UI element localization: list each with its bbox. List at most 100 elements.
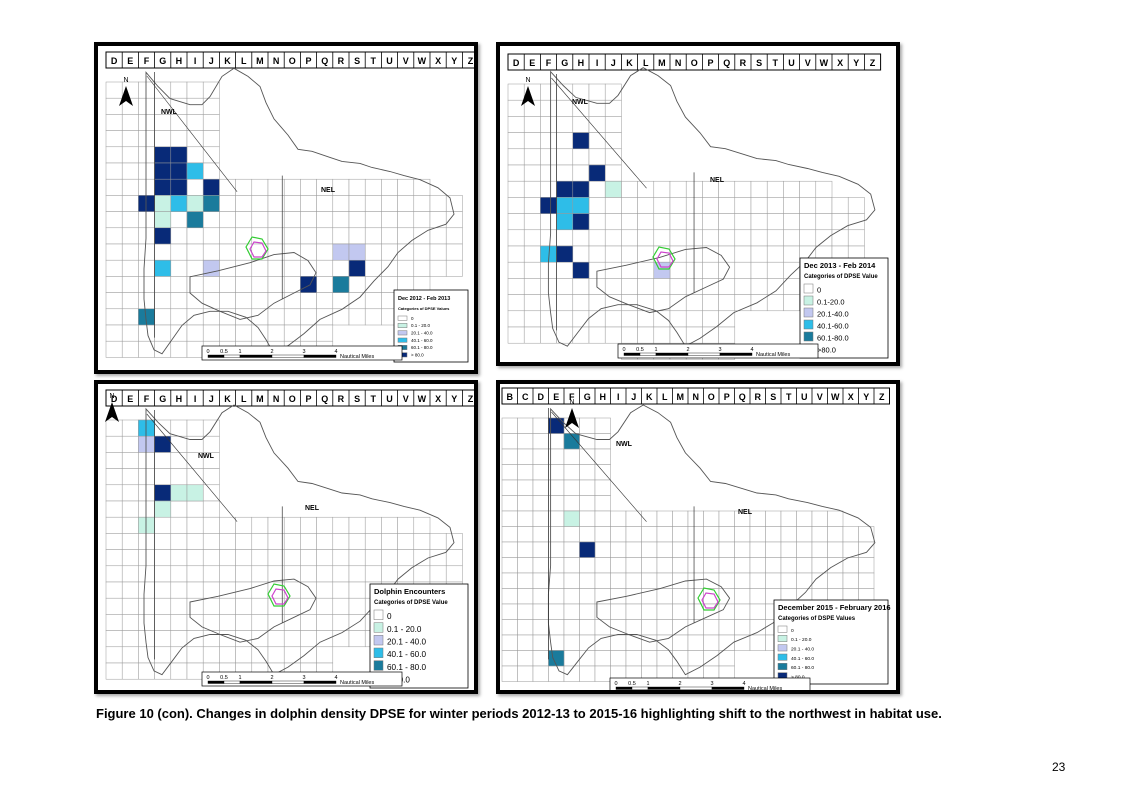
grid-cell [138,452,155,469]
grid-cell [827,572,844,589]
grid-cell [572,148,590,166]
grid-cell [815,197,833,214]
grid-cell [563,495,580,512]
column-letter: H [176,394,183,404]
grid-cell [702,278,719,295]
scale-tick-label: 2 [686,347,689,353]
grid-cell [186,500,204,518]
grid-cell [413,243,431,261]
column-letter: E [127,394,133,404]
grid-cell [300,227,317,245]
density-cell [154,195,172,212]
grid-cell [517,588,534,605]
grid-cell [517,634,534,651]
grid-cell [563,557,580,574]
grid-cell [517,479,534,496]
grid-cell [121,565,139,583]
grid-cell [283,259,301,277]
grid-cell [610,572,627,589]
grid-cell [501,526,518,543]
grid-cell [556,310,574,328]
column-letter: G [561,58,568,68]
grid-cell [548,572,565,589]
grid-cell [154,630,172,648]
grid-cell [548,603,565,620]
grid-cell [588,99,606,117]
grid-cell [267,324,285,342]
grid-cell [672,557,689,574]
grid-cell [381,211,398,229]
grid-cell [381,227,398,245]
grid-cell [556,148,574,166]
grid-cell [734,588,751,605]
grid-cell [734,197,752,214]
grid-cell [625,557,642,574]
grid-cell [316,533,334,550]
grid-cell [610,588,627,605]
grid-cell [517,433,534,450]
grid-cell [734,213,752,231]
grid-cell [532,526,549,543]
grid-cell [154,292,172,310]
grid-cell [501,634,518,651]
grid-cell [138,162,155,180]
column-letter: O [691,58,698,68]
grid-cell [267,308,285,326]
grid-cell [332,308,350,326]
grid-cell [105,227,123,245]
grid-cell [170,646,188,664]
grid-cell [186,292,204,310]
grid-cell [219,646,236,664]
column-letter: Y [451,394,457,404]
grid-cell [799,197,817,214]
grid-cell [219,276,236,293]
density-cell [154,211,172,229]
grid-cell [572,310,590,328]
grid-cell [170,292,188,310]
density-cell [556,213,574,231]
density-cell [154,484,172,502]
grid-cell [734,634,751,651]
grid-cell [827,541,844,558]
grid-cell [734,229,752,247]
column-letter: L [643,58,649,68]
grid-cell [235,211,253,229]
column-letter: Q [723,58,730,68]
grid-cell [219,211,236,229]
grid-cell [283,227,301,245]
grid-cell [219,195,236,212]
grid-cell [316,276,334,293]
grid-cell [523,278,541,295]
grid-cell [799,229,817,247]
grid-cell [154,130,172,148]
grid-cell [548,665,565,682]
column-letter: U [801,392,808,402]
column-letter: Z [870,58,876,68]
column-letter: R [338,56,345,66]
grid-cell [507,278,525,295]
grid-cell [672,603,689,620]
density-cell [540,197,557,214]
grid-cell [702,229,719,247]
grid-cell [563,619,580,636]
grid-cell [501,433,518,450]
grid-cell [703,510,720,527]
column-header-box [507,53,882,71]
grid-cell [780,510,797,527]
grid-cell [556,261,574,279]
grid-cell [523,180,541,198]
grid-cell [170,243,188,261]
grid-cell [540,310,557,328]
marine-park-green [245,236,269,260]
grid-cell [235,516,253,534]
grid-cell [138,549,155,567]
column-letter: D [111,56,118,66]
legend-swatch [777,635,788,642]
grid-cell [348,533,366,550]
grid-cell [186,130,204,148]
grid-cell [202,419,220,437]
grid-cell [154,276,172,293]
column-letter: J [611,58,616,68]
grid-cell [641,650,658,667]
